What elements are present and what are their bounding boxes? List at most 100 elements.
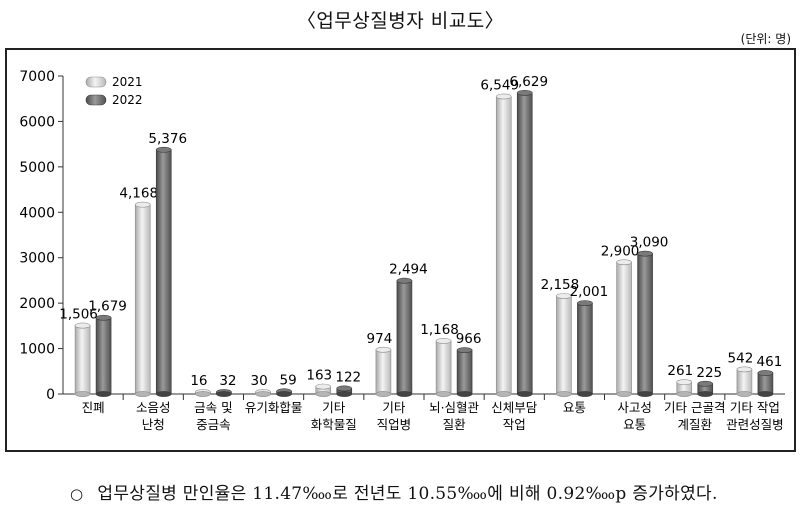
category-label: 질환 (443, 417, 467, 432)
category-label: 계질환 (677, 417, 712, 432)
bar-2022 (637, 253, 653, 395)
data-label: 5,376 (148, 131, 187, 147)
legend-label: 2022 (112, 93, 143, 107)
category-label: 금속 및 (194, 400, 232, 415)
data-label: 32 (219, 373, 236, 389)
bar-2022 (577, 302, 593, 395)
bar-2022 (456, 349, 473, 395)
y-tick-label: 4000 (19, 205, 55, 221)
y-tick-label: 5000 (19, 160, 55, 176)
bar-cap-2021 (315, 383, 332, 390)
legend-swatch-2021 (85, 76, 107, 88)
data-label: 1,168 (420, 322, 459, 338)
legend-swatch-2022 (85, 94, 107, 106)
legend-label: 2021 (112, 75, 143, 89)
bar-cap-2021 (676, 379, 693, 386)
category-label: 기타 근골격 (664, 400, 725, 415)
bar-cap-2021 (134, 201, 151, 208)
note-text: 업무상질병 만인율은 11.47‱로 전년도 10.55‱에 비해 0.92‱p… (97, 484, 718, 504)
y-tick-label: 0 (46, 387, 55, 403)
bar-2021 (556, 295, 572, 395)
bar-base-2021 (435, 391, 452, 397)
category-label: 신체부담 (491, 400, 538, 415)
bar-cap-2022 (757, 370, 774, 376)
bar-cap-2021 (375, 346, 392, 353)
data-label: 974 (367, 331, 393, 347)
data-label: 2,900 (601, 243, 640, 259)
category-label: 뇌·심혈관 (429, 400, 479, 415)
data-label: 966 (456, 331, 482, 347)
bar-base-2021 (134, 391, 151, 397)
category-label: 기타 (322, 400, 346, 415)
data-label: 3,090 (630, 235, 669, 251)
unit-label: (단위: 명) (740, 32, 791, 46)
bar-base-2021 (74, 391, 91, 397)
bar-base-2021 (736, 391, 753, 397)
bar-cap-2022 (95, 314, 112, 321)
bar-base-2021 (495, 391, 512, 397)
data-label: 1,679 (88, 299, 127, 315)
category-label: 요통 (623, 417, 646, 432)
bar-cap-2021 (74, 322, 91, 329)
bar-2022 (396, 280, 413, 395)
data-label: 122 (335, 369, 361, 385)
y-tick-label: 3000 (19, 251, 55, 267)
category-label: 기타 작업 (730, 400, 780, 415)
category-label: 중금속 (196, 417, 231, 432)
bar-cap-2021 (495, 93, 512, 100)
bar-cap-2022 (456, 347, 473, 354)
bar-cap-2021 (556, 293, 572, 299)
bar-cap-2021 (435, 338, 452, 344)
bar-base-2022 (757, 391, 774, 397)
bar-base-2022 (95, 391, 112, 397)
bar-cap-2022 (155, 146, 172, 153)
bar-base-2021 (616, 391, 632, 397)
data-label: 59 (279, 372, 296, 388)
bar-2022 (516, 92, 533, 395)
category-label: 진폐 (82, 400, 105, 415)
bar-cap-2022 (336, 385, 353, 392)
bar-base-2022 (155, 391, 172, 397)
data-label: 30 (250, 373, 267, 389)
bar-base-2022 (336, 391, 353, 397)
data-label: 4,168 (119, 186, 158, 202)
y-tick-label: 1000 (19, 342, 55, 358)
category-label: 소음성 (136, 400, 171, 415)
data-label: 2,494 (389, 262, 428, 278)
data-label: 261 (667, 363, 693, 379)
chart-title: 〈업무상질병자 비교도〉 (296, 10, 505, 32)
data-label: 16 (190, 373, 207, 389)
category-label: 유기화합물 (245, 400, 303, 415)
data-label: 225 (696, 365, 722, 381)
bar-base-2022 (637, 391, 653, 397)
legend: 2021 2022 (85, 75, 143, 107)
category-label: 화학물질 (311, 417, 357, 432)
bar-base-2021 (195, 391, 211, 397)
bar-base-2021 (676, 391, 693, 397)
bar-cap-2021 (736, 366, 753, 373)
data-label: 6,549 (480, 77, 519, 93)
category-label: 직업병 (377, 417, 412, 432)
bar-2022 (757, 372, 774, 395)
data-label: 2,001 (570, 284, 609, 300)
category-label: 작업 (503, 417, 526, 432)
bar-base-2021 (315, 391, 332, 397)
category-label: 기타 (382, 400, 406, 415)
category-label: 난청 (142, 417, 165, 432)
bar-base-2021 (255, 391, 271, 397)
bar-base-2021 (375, 391, 392, 397)
data-label: 1,506 (59, 307, 98, 323)
bar-cap-2022 (697, 380, 714, 387)
bar-base-2022 (577, 391, 593, 397)
data-label: 542 (728, 350, 754, 366)
bar-2022 (95, 317, 112, 395)
data-label: 461 (757, 354, 783, 370)
bar-2021 (375, 349, 392, 395)
category-label: 요통 (563, 400, 586, 415)
summary-note: ○ 업무상질병 만인율은 11.47‱로 전년도 10.55‱에 비해 0.92‱… (70, 479, 718, 504)
bar-cap-2022 (516, 89, 533, 96)
bar-cap-2022 (637, 250, 653, 257)
bar-2021 (435, 340, 452, 395)
